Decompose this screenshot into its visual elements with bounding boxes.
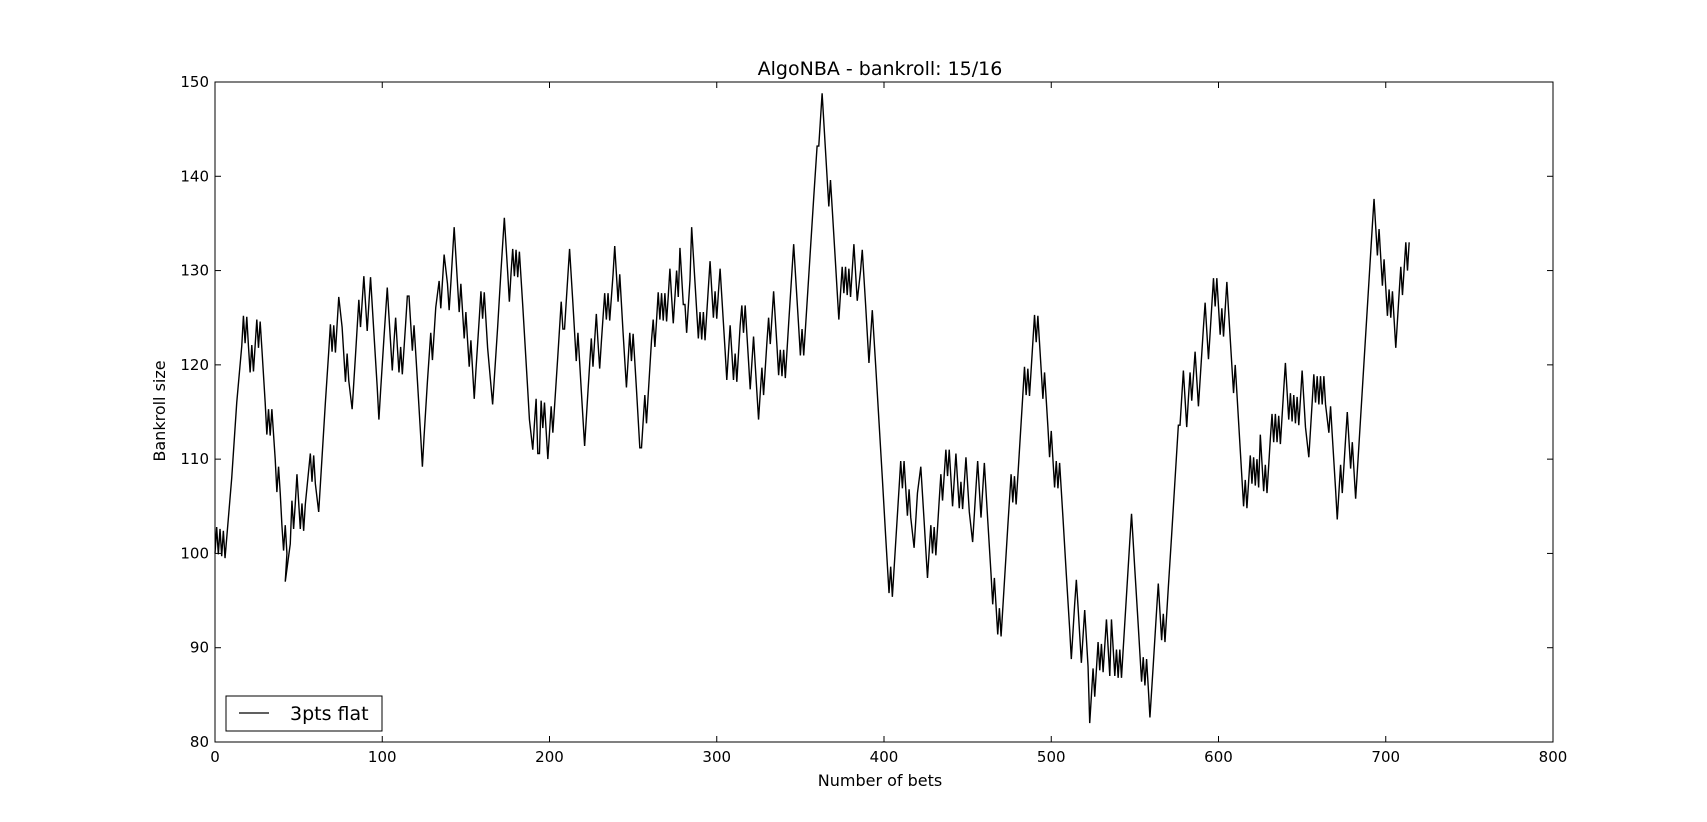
- series-line-0: [214, 93, 1410, 724]
- y-tick-label: 150: [180, 73, 209, 91]
- y-tick-label: 130: [180, 262, 209, 280]
- chart-title: AlgoNBA - bankroll: 15/16: [758, 58, 1003, 80]
- x-axis-label: Number of bets: [818, 771, 942, 790]
- axes-frame: [214, 81, 1554, 743]
- x-tick-label: 400: [870, 748, 899, 766]
- x-tick-label: 500: [1037, 748, 1066, 766]
- x-tick-label: 300: [702, 748, 731, 766]
- plot-area: 0 100 200 300 400 500 600 700 800 80 90 100 110 120 13…: [180, 73, 1567, 766]
- y-tick-label: 90: [190, 639, 209, 657]
- legend-label: 3pts flat: [290, 703, 369, 725]
- y-tick-label: 120: [180, 356, 209, 374]
- x-tick-label: 100: [368, 748, 397, 766]
- x-tick-label: 0: [210, 748, 220, 766]
- x-tick-label: 700: [1371, 748, 1400, 766]
- y-tick-label: 100: [180, 544, 209, 562]
- legend: 3pts flat: [225, 695, 383, 732]
- x-tick-label: 600: [1204, 748, 1233, 766]
- y-tick-label: 110: [180, 450, 209, 468]
- y-axis-label: Bankroll size: [150, 360, 169, 461]
- x-tick-label: 200: [535, 748, 564, 766]
- y-tick-label: 80: [190, 733, 209, 751]
- y-tick-label: 140: [180, 167, 209, 185]
- x-tick-label: 800: [1539, 748, 1568, 766]
